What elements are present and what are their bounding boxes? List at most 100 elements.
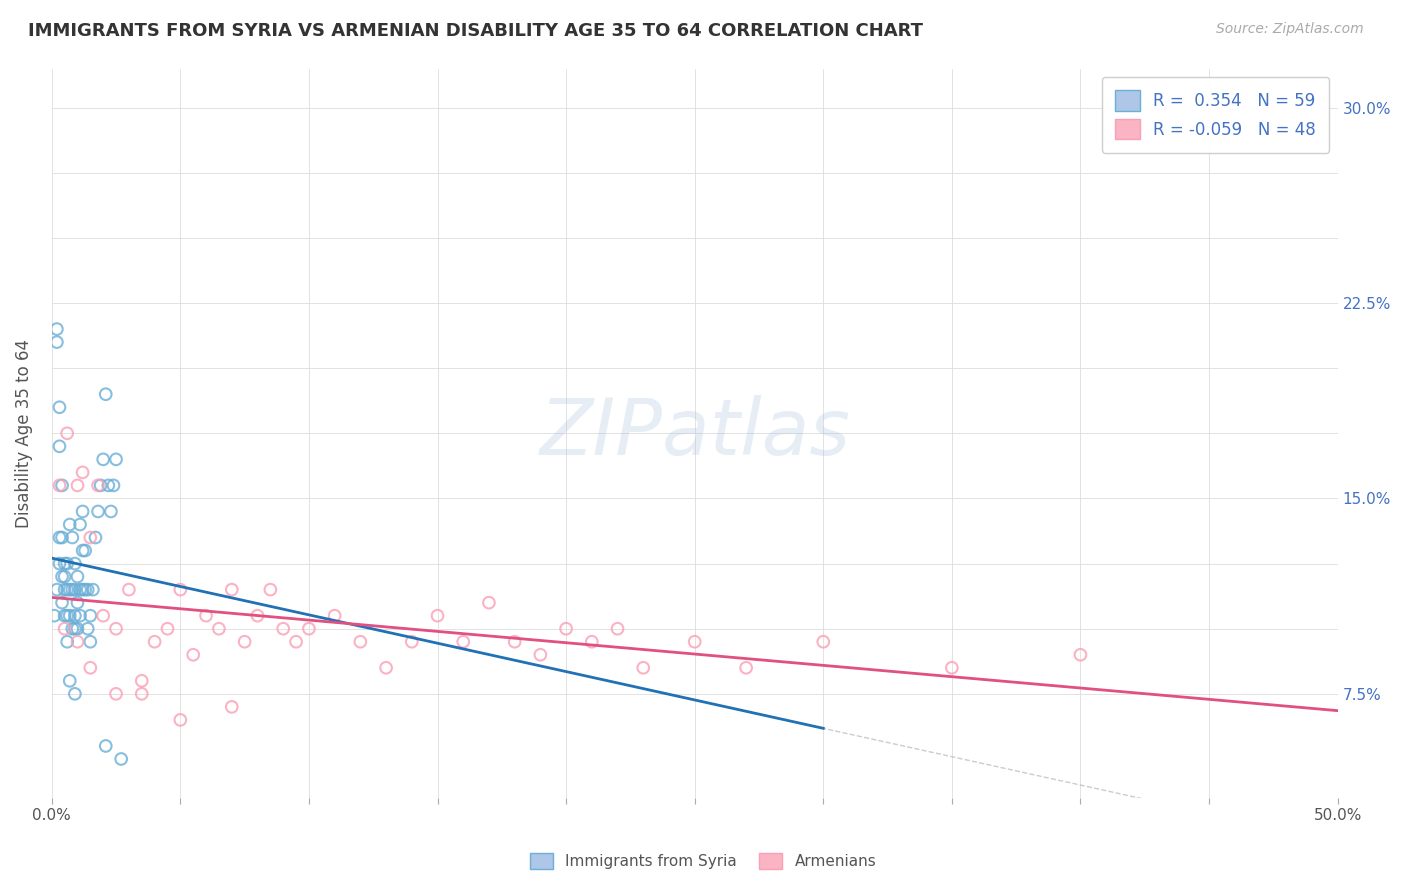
Point xyxy=(63,557,86,571)
Point xyxy=(259,582,281,597)
Point xyxy=(59,608,82,623)
Point xyxy=(195,608,218,623)
Point xyxy=(246,608,269,623)
Point xyxy=(555,622,578,636)
Point xyxy=(131,687,153,701)
Point xyxy=(105,622,128,636)
Point xyxy=(1069,648,1091,662)
Point xyxy=(69,582,91,597)
Point xyxy=(51,531,73,545)
Point xyxy=(298,622,321,636)
Point xyxy=(66,622,89,636)
Point xyxy=(72,504,94,518)
Point xyxy=(69,608,91,623)
Point xyxy=(606,622,628,636)
Point xyxy=(60,582,83,597)
Point xyxy=(105,687,128,701)
Point xyxy=(503,634,526,648)
Point xyxy=(53,569,76,583)
Point xyxy=(110,752,132,766)
Point xyxy=(53,622,76,636)
Point xyxy=(56,557,79,571)
Point xyxy=(60,622,83,636)
Point xyxy=(529,648,551,662)
Point xyxy=(66,596,89,610)
Point xyxy=(94,387,117,401)
Point xyxy=(59,517,82,532)
Point xyxy=(63,622,86,636)
Point xyxy=(56,608,79,623)
Point xyxy=(97,478,120,492)
Point xyxy=(51,478,73,492)
Point xyxy=(56,426,79,441)
Point xyxy=(87,478,110,492)
Point xyxy=(45,582,67,597)
Point xyxy=(735,661,758,675)
Point xyxy=(181,648,204,662)
Point xyxy=(208,622,231,636)
Point xyxy=(56,634,79,648)
Point xyxy=(323,608,346,623)
Point xyxy=(53,608,76,623)
Point xyxy=(105,452,128,467)
Point xyxy=(56,582,79,597)
Point xyxy=(75,582,97,597)
Point xyxy=(633,661,655,675)
Point xyxy=(63,687,86,701)
Point xyxy=(451,634,474,648)
Point xyxy=(426,608,449,623)
Text: Source: ZipAtlas.com: Source: ZipAtlas.com xyxy=(1216,22,1364,37)
Point xyxy=(79,634,101,648)
Point xyxy=(478,596,501,610)
Point xyxy=(118,582,141,597)
Point xyxy=(271,622,294,636)
Point xyxy=(84,531,107,545)
Point xyxy=(48,401,70,415)
Point xyxy=(91,608,114,623)
Point xyxy=(48,531,70,545)
Point xyxy=(72,466,94,480)
Point xyxy=(221,699,243,714)
Text: ZIPatlas: ZIPatlas xyxy=(540,395,851,471)
Point xyxy=(66,569,89,583)
Point xyxy=(131,673,153,688)
Point xyxy=(79,531,101,545)
Point xyxy=(48,478,70,492)
Point xyxy=(401,634,423,648)
Point xyxy=(100,504,122,518)
Point xyxy=(349,634,371,648)
Text: IMMIGRANTS FROM SYRIA VS ARMENIAN DISABILITY AGE 35 TO 64 CORRELATION CHART: IMMIGRANTS FROM SYRIA VS ARMENIAN DISABI… xyxy=(28,22,924,40)
Point xyxy=(59,582,82,597)
Point xyxy=(45,335,67,350)
Point xyxy=(581,634,603,648)
Point xyxy=(53,582,76,597)
Point xyxy=(63,582,86,597)
Point xyxy=(63,608,86,623)
Y-axis label: Disability Age 35 to 64: Disability Age 35 to 64 xyxy=(15,339,32,528)
Point xyxy=(75,543,97,558)
Point xyxy=(169,582,191,597)
Point xyxy=(45,322,67,336)
Point xyxy=(233,634,256,648)
Point xyxy=(59,673,82,688)
Point xyxy=(103,478,125,492)
Point xyxy=(69,517,91,532)
Point xyxy=(285,634,308,648)
Point xyxy=(82,582,104,597)
Point xyxy=(53,557,76,571)
Legend: R =  0.354   N = 59, R = -0.059   N = 48: R = 0.354 N = 59, R = -0.059 N = 48 xyxy=(1101,77,1329,153)
Point xyxy=(51,596,73,610)
Point xyxy=(94,739,117,753)
Point xyxy=(813,634,835,648)
Point xyxy=(66,634,89,648)
Legend: Immigrants from Syria, Armenians: Immigrants from Syria, Armenians xyxy=(523,847,883,875)
Point xyxy=(60,531,83,545)
Point xyxy=(76,622,98,636)
Point xyxy=(79,608,101,623)
Point xyxy=(76,582,98,597)
Point xyxy=(87,504,110,518)
Point xyxy=(375,661,398,675)
Point xyxy=(48,439,70,453)
Point xyxy=(91,452,114,467)
Point xyxy=(72,582,94,597)
